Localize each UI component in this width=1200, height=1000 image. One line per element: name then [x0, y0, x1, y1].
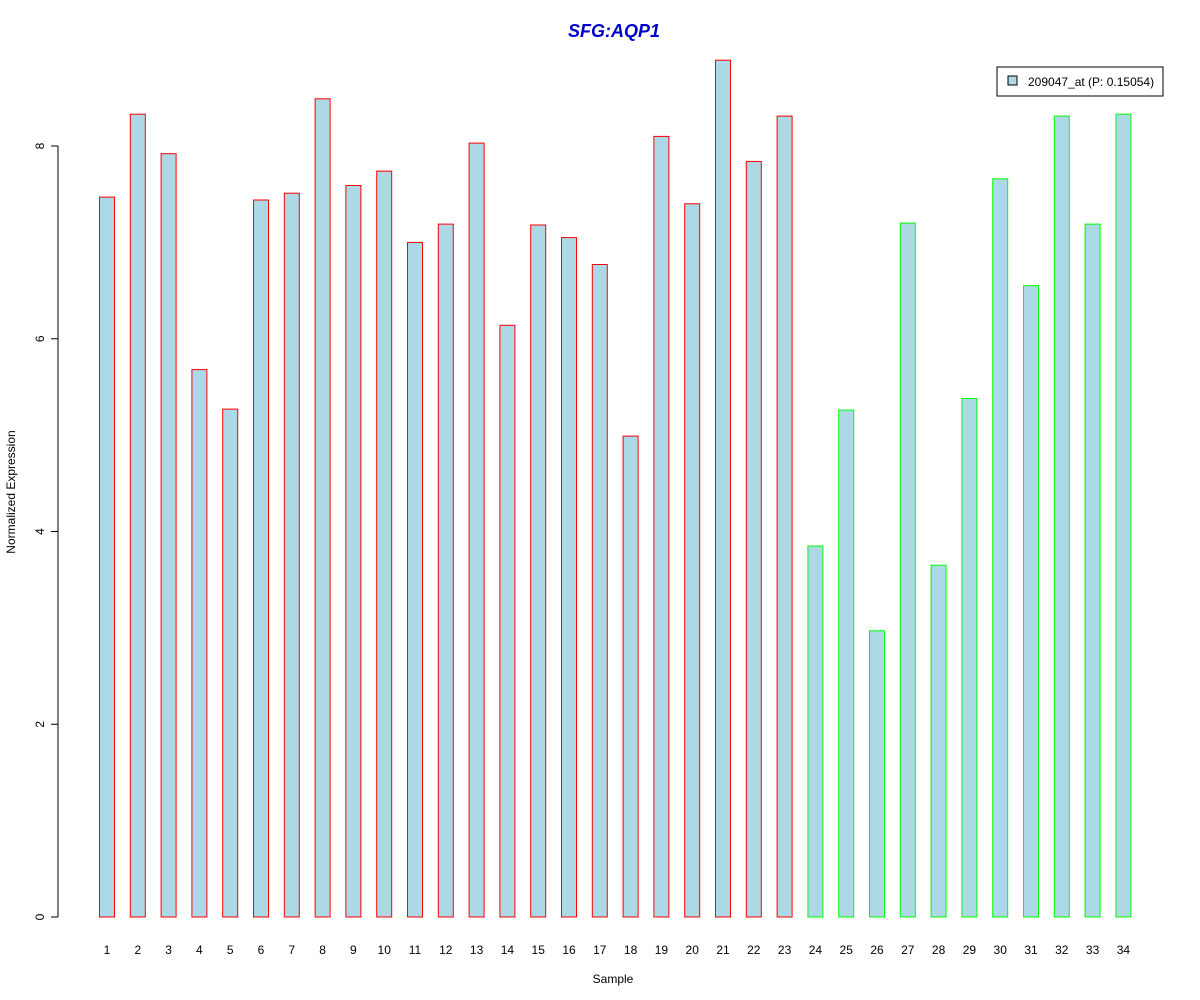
x-tick-label: 18 — [624, 943, 638, 957]
bar-sample-18 — [622, 435, 639, 918]
chart-title: SFG:AQP1 — [568, 21, 660, 41]
x-tick-label: 25 — [840, 943, 854, 957]
bar-sample-13 — [468, 142, 485, 918]
x-tick-label: 13 — [470, 943, 484, 957]
bar-sample-1 — [99, 196, 115, 918]
bar-sample-25 — [838, 409, 855, 918]
x-tick-label: 17 — [593, 943, 607, 957]
x-tick-label: 28 — [932, 943, 946, 957]
y-tick-label: 6 — [33, 335, 47, 342]
x-tick-label: 26 — [870, 943, 884, 957]
x-tick-label: 24 — [809, 943, 823, 957]
bar-sample-7 — [283, 192, 300, 918]
x-tick-label: 29 — [963, 943, 977, 957]
bar-sample-10 — [376, 170, 393, 918]
x-tick-label: 31 — [1024, 943, 1038, 957]
x-tick-label: 9 — [350, 943, 357, 957]
x-tick-label: 14 — [501, 943, 515, 957]
bar-sample-24 — [807, 545, 824, 918]
x-tick-label: 11 — [409, 943, 422, 957]
bar-sample-4 — [191, 369, 208, 918]
x-tick-label: 21 — [716, 943, 730, 957]
x-tick-label: 15 — [532, 943, 546, 957]
x-tick-label: 33 — [1086, 943, 1100, 957]
y-axis: 0 2 4 6 8 — [33, 142, 59, 920]
bar-sample-17 — [591, 264, 608, 918]
x-tick-label: 30 — [994, 943, 1008, 957]
bar-sample-8 — [314, 98, 331, 918]
x-tick-label: 34 — [1117, 943, 1131, 957]
bar-sample-34 — [1115, 113, 1132, 918]
bar-sample-30 — [992, 178, 1009, 918]
x-tick-label: 10 — [378, 943, 392, 957]
bar-sample-27 — [899, 222, 916, 918]
bar-sample-19 — [653, 135, 670, 918]
bar-sample-12 — [437, 223, 454, 918]
y-tick-label: 4 — [33, 528, 47, 535]
bar-sample-28 — [930, 564, 947, 918]
bar-sample-9 — [345, 185, 362, 918]
x-tick-label: 32 — [1055, 943, 1069, 957]
bar-sample-16 — [561, 237, 577, 918]
y-tick-label: 0 — [33, 913, 47, 920]
x-tick-label: 22 — [747, 943, 761, 957]
bar-sample-32 — [1053, 115, 1070, 918]
x-tick-label: 27 — [901, 943, 915, 957]
bar-sample-22 — [745, 160, 762, 918]
x-tick-label: 23 — [778, 943, 792, 957]
x-tick-label: 6 — [258, 943, 265, 957]
bar-sample-5 — [222, 408, 239, 918]
bar-sample-23 — [776, 115, 793, 918]
bar-sample-31 — [1023, 285, 1039, 918]
legend-label: 209047_at (P: 0.15054) — [1028, 75, 1154, 89]
x-tick-label: 2 — [134, 943, 141, 957]
bar-sample-33 — [1084, 223, 1101, 918]
bar-sample-15 — [530, 224, 547, 918]
y-tick-label: 8 — [33, 142, 47, 149]
legend-box — [996, 66, 1164, 97]
y-tick-label: 2 — [33, 721, 47, 728]
bar-sample-14 — [499, 324, 516, 918]
x-tick-label: 19 — [655, 943, 669, 957]
x-tick-label: 16 — [562, 943, 576, 957]
bar-sample-3 — [160, 153, 177, 918]
x-tick-label: 4 — [196, 943, 203, 957]
x-tick-label: 7 — [288, 943, 295, 957]
x-tick-labels: 1 2 3 4 5 6 7 8 9 10 11 12 13 14 15 16 17 18 19 20 21 22 23 24 2… — [104, 943, 1131, 957]
x-tick-label: 20 — [686, 943, 700, 957]
bars-group — [99, 59, 1132, 918]
bar-sample-20 — [684, 203, 701, 918]
bar-sample-21 — [715, 59, 731, 918]
x-tick-label: 3 — [165, 943, 172, 957]
bar-sample-6 — [253, 199, 269, 918]
y-axis-label: Normalized Expression — [4, 430, 18, 553]
x-tick-label: 12 — [439, 943, 453, 957]
x-tick-label: 5 — [227, 943, 234, 957]
bar-sample-2 — [129, 113, 146, 918]
bar-sample-29 — [961, 398, 978, 918]
legend: 209047_at (P: 0.15054) — [996, 66, 1164, 97]
legend-swatch — [1007, 75, 1018, 86]
x-axis-label: Sample — [593, 972, 634, 986]
bar-sample-26 — [869, 630, 885, 918]
x-tick-label: 8 — [319, 943, 326, 957]
bar-sample-11 — [407, 241, 423, 918]
x-tick-label: 1 — [104, 943, 111, 957]
